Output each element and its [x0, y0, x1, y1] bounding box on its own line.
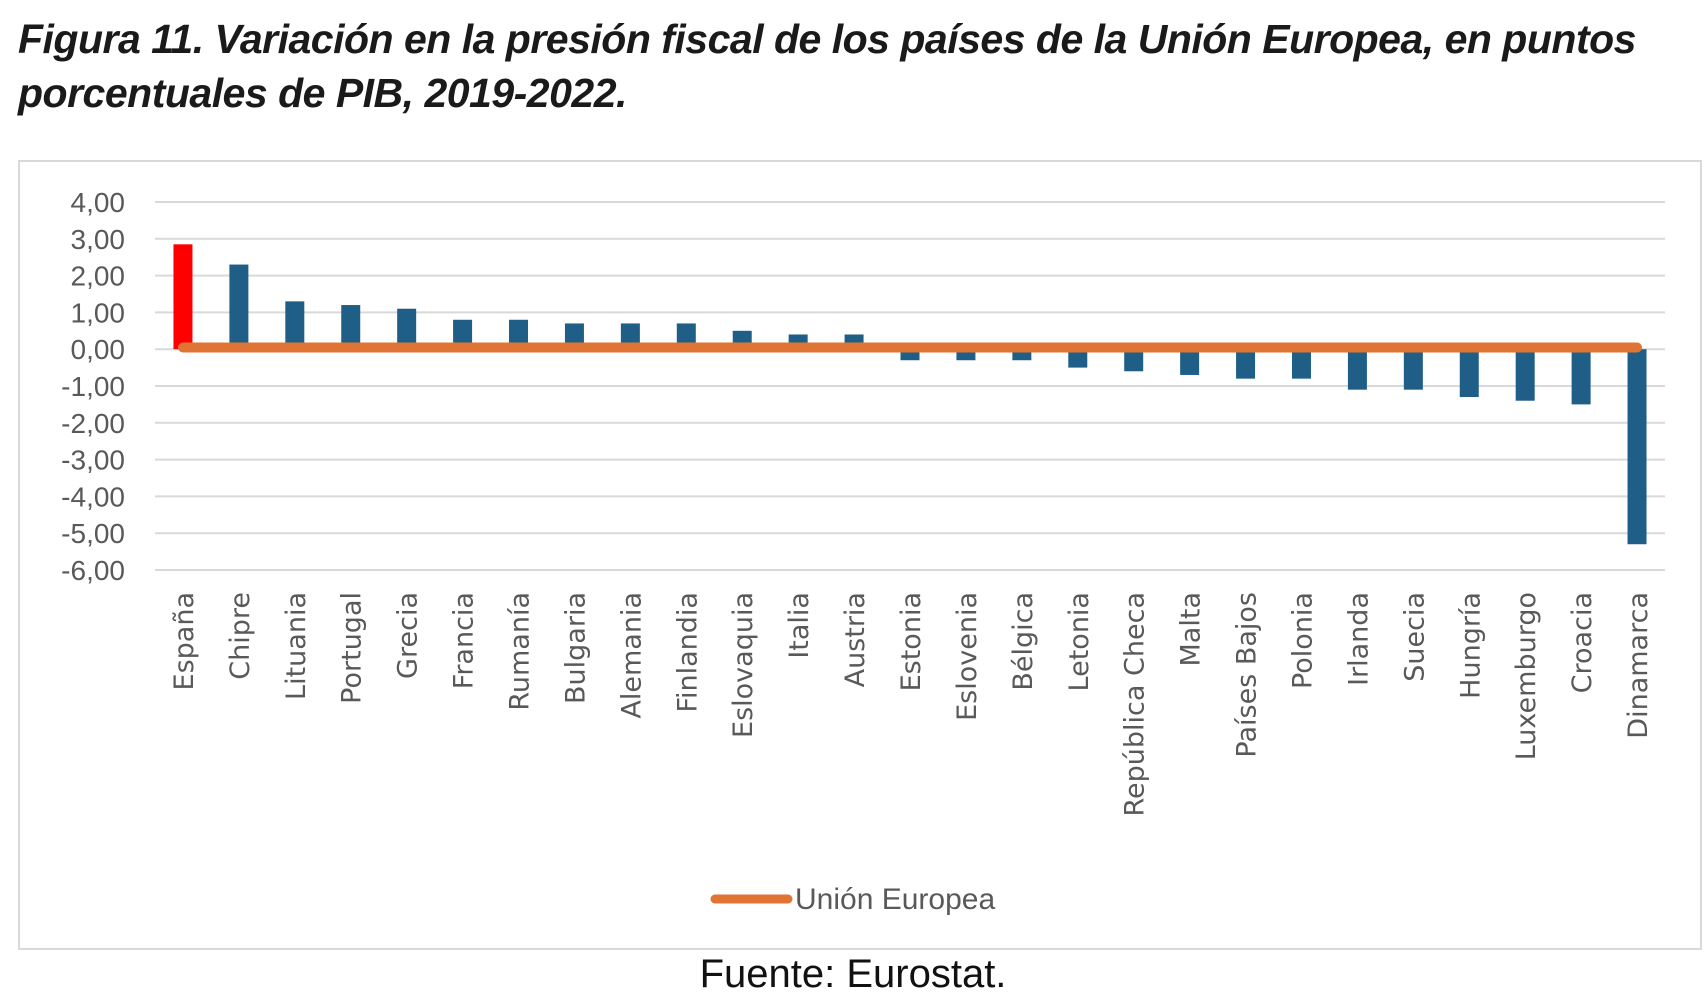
x-tick-label: Eslovaquia — [728, 592, 759, 738]
x-tick-label: Chipre — [225, 592, 256, 680]
bars — [173, 244, 1647, 545]
x-tick-label: Estonia — [896, 592, 927, 691]
y-tick-label: 2,00 — [71, 261, 126, 292]
x-tick-label: España — [169, 592, 200, 690]
y-axis-ticks: 4,00 3,00 2,00 1,00 0,00 -1,00 -2,00 -3,00 -4,00… — [61, 187, 125, 586]
x-tick-label: Malta — [1176, 592, 1207, 666]
y-tick-label: -6,00 — [61, 555, 125, 586]
legend-label-eu: Unión Europea — [795, 883, 995, 916]
bar-letonia — [1068, 349, 1088, 368]
bar-portugal — [341, 305, 361, 350]
x-tick-label: Alemania — [616, 592, 647, 719]
bar-rumanía — [509, 319, 529, 350]
y-tick-label: 1,00 — [71, 297, 126, 328]
y-tick-label: -5,00 — [61, 518, 125, 549]
bar-francia — [453, 319, 473, 350]
x-tick-label: Luxemburgo — [1511, 592, 1542, 760]
x-tick-label: Grecia — [393, 592, 424, 679]
y-tick-label: 3,00 — [71, 224, 126, 255]
x-tick-label: Hungría — [1455, 592, 1486, 699]
bar-luxemburgo — [1515, 349, 1535, 401]
x-tick-label: Irlanda — [1343, 592, 1374, 686]
x-tick-label: Francia — [449, 592, 480, 689]
bar-estonia — [900, 349, 920, 361]
bar-república-checa — [1124, 349, 1144, 372]
bar-hungría — [1459, 349, 1479, 398]
bar-eslovenia — [956, 349, 976, 361]
x-tick-label: Portugal — [337, 592, 368, 704]
y-tick-label: -1,00 — [61, 371, 125, 402]
bar-lituania — [285, 301, 305, 350]
x-tick-label: Austria — [840, 592, 871, 687]
y-tick-label: 0,00 — [71, 334, 126, 365]
gridlines — [155, 201, 1665, 571]
bar-países-bajos — [1236, 349, 1256, 379]
x-tick-label: Países Bajos — [1232, 592, 1263, 758]
y-tick-label: -2,00 — [61, 408, 125, 439]
bar-polonia — [1291, 349, 1311, 379]
x-axis-labels: España Chipre Lituania Portugal Grecia Franci… — [169, 592, 1654, 817]
y-tick-label: -3,00 — [61, 445, 125, 476]
x-tick-label: Rumanía — [505, 592, 536, 711]
y-tick-label: -4,00 — [61, 481, 125, 512]
x-tick-label: Dinamarca — [1623, 592, 1654, 739]
x-tick-label: República Checa — [1120, 592, 1151, 817]
legend: Unión Europea — [710, 883, 995, 916]
source-note: Fuente: Eurostat. — [699, 952, 1007, 996]
bar-grecia — [397, 308, 417, 350]
bar-irlanda — [1347, 349, 1367, 390]
x-tick-label: Bulgaria — [560, 592, 591, 704]
x-tick-label: Eslovenia — [952, 592, 983, 721]
bar-bélgica — [1012, 349, 1032, 361]
x-tick-label: Italia — [784, 592, 815, 659]
bar-suecia — [1403, 349, 1423, 390]
bar-dinamarca — [1627, 349, 1647, 545]
bar-croacia — [1571, 349, 1591, 405]
bar-chart: 4,00 3,00 2,00 1,00 0,00 -1,00 -2,00 -3,00 -4,00… — [61, 187, 1665, 916]
bar-españa — [173, 244, 193, 350]
bar-malta — [1180, 349, 1200, 375]
x-tick-label: Bélgica — [1008, 592, 1039, 691]
x-tick-label: Lituania — [281, 592, 312, 700]
x-tick-label: Finlandia — [672, 592, 703, 713]
x-tick-label: Letonia — [1064, 592, 1095, 691]
x-tick-label: Polonia — [1287, 592, 1318, 689]
chart-frame: 4,00 3,00 2,00 1,00 0,00 -1,00 -2,00 -3,00 -4,00… — [18, 160, 1702, 950]
y-tick-label: 4,00 — [71, 187, 126, 218]
x-tick-label: Croacia — [1567, 592, 1598, 693]
x-tick-label: Suecia — [1399, 592, 1430, 682]
bar-chipre — [229, 264, 249, 350]
figure-title: Figura 11. Variación en la presión fisca… — [18, 16, 1636, 116]
